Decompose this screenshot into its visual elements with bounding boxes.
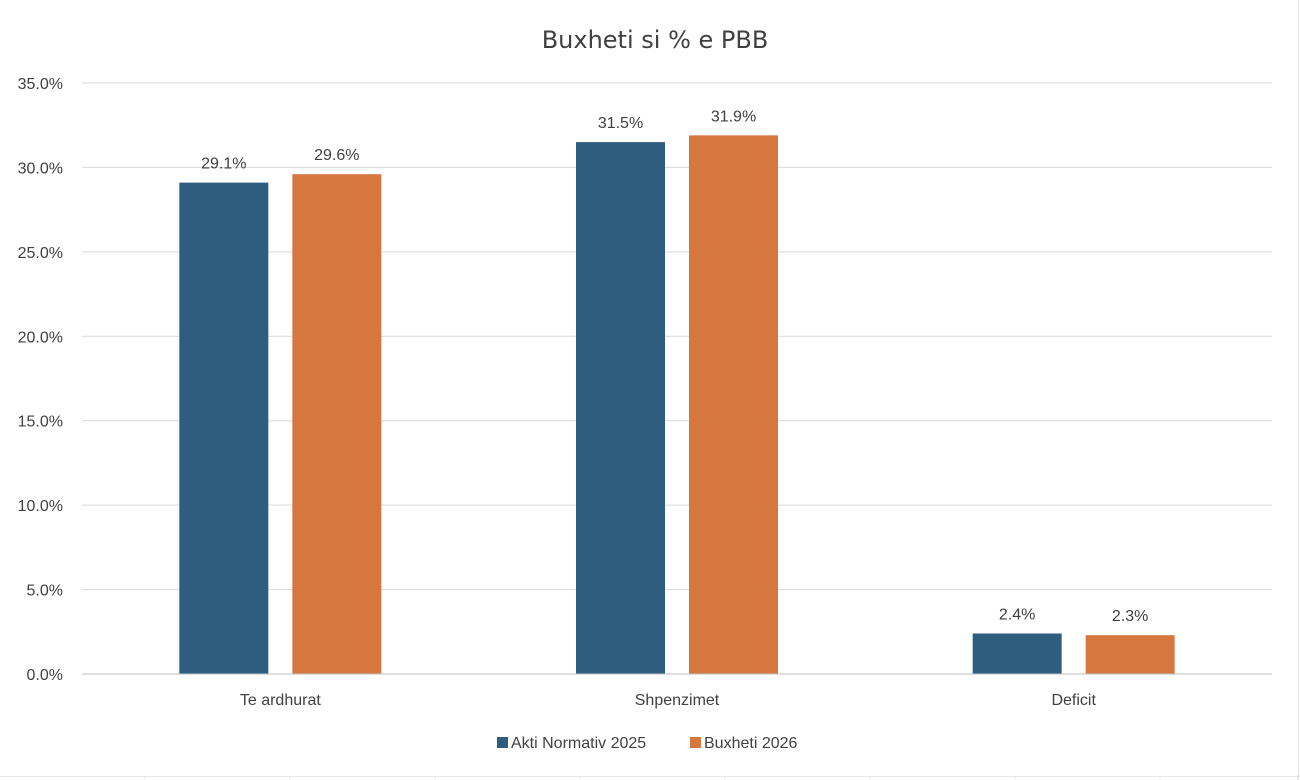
y-tick-label: 25.0% bbox=[18, 245, 63, 262]
legend-label: Buxheti 2026 bbox=[704, 735, 798, 752]
chart-gridlines bbox=[82, 82, 1272, 591]
y-tick-label: 15.0% bbox=[18, 414, 63, 431]
bar bbox=[972, 633, 1062, 674]
y-tick-label: 30.0% bbox=[18, 160, 63, 177]
bar bbox=[1085, 635, 1175, 674]
data-label: 31.5% bbox=[598, 115, 643, 132]
y-axis-ticks: 0.0% 5.0% 10.0% 15.0% 20.0% 25.0% 30.0% 35.0% bbox=[18, 76, 63, 684]
y-tick-label: 10.0% bbox=[18, 498, 63, 515]
x-axis-categories: Te ardhurat Shpenzimet Deficit bbox=[240, 692, 1097, 709]
bar bbox=[689, 135, 778, 675]
data-label: 31.9% bbox=[711, 108, 756, 125]
x-tick-label: Deficit bbox=[1051, 692, 1096, 709]
data-label: 2.4% bbox=[999, 606, 1035, 623]
bar bbox=[292, 174, 382, 674]
legend: Akti Normativ 2025 Buxheti 2026 bbox=[497, 735, 798, 752]
legend-swatch bbox=[690, 737, 701, 748]
data-label: 29.1% bbox=[201, 156, 246, 173]
data-label: 2.3% bbox=[1112, 608, 1148, 625]
y-tick-label: 5.0% bbox=[27, 583, 63, 600]
y-tick-label: 0.0% bbox=[27, 667, 63, 684]
data-labels: 29.1% 29.6% 31.5% 31.9% 2.4% 2.3% bbox=[201, 108, 1148, 625]
legend-label: Akti Normativ 2025 bbox=[511, 735, 646, 752]
bar bbox=[576, 142, 665, 675]
bar bbox=[179, 182, 269, 674]
y-tick-label: 35.0% bbox=[18, 76, 63, 93]
chart-title: Buxheti si % e PBB bbox=[542, 26, 769, 54]
x-tick-label: Shpenzimet bbox=[635, 692, 720, 709]
legend-swatch bbox=[497, 737, 508, 748]
x-tick-label: Te ardhurat bbox=[240, 692, 321, 709]
y-tick-label: 20.0% bbox=[18, 329, 63, 346]
data-label: 29.6% bbox=[314, 147, 359, 164]
bars bbox=[179, 135, 1175, 675]
